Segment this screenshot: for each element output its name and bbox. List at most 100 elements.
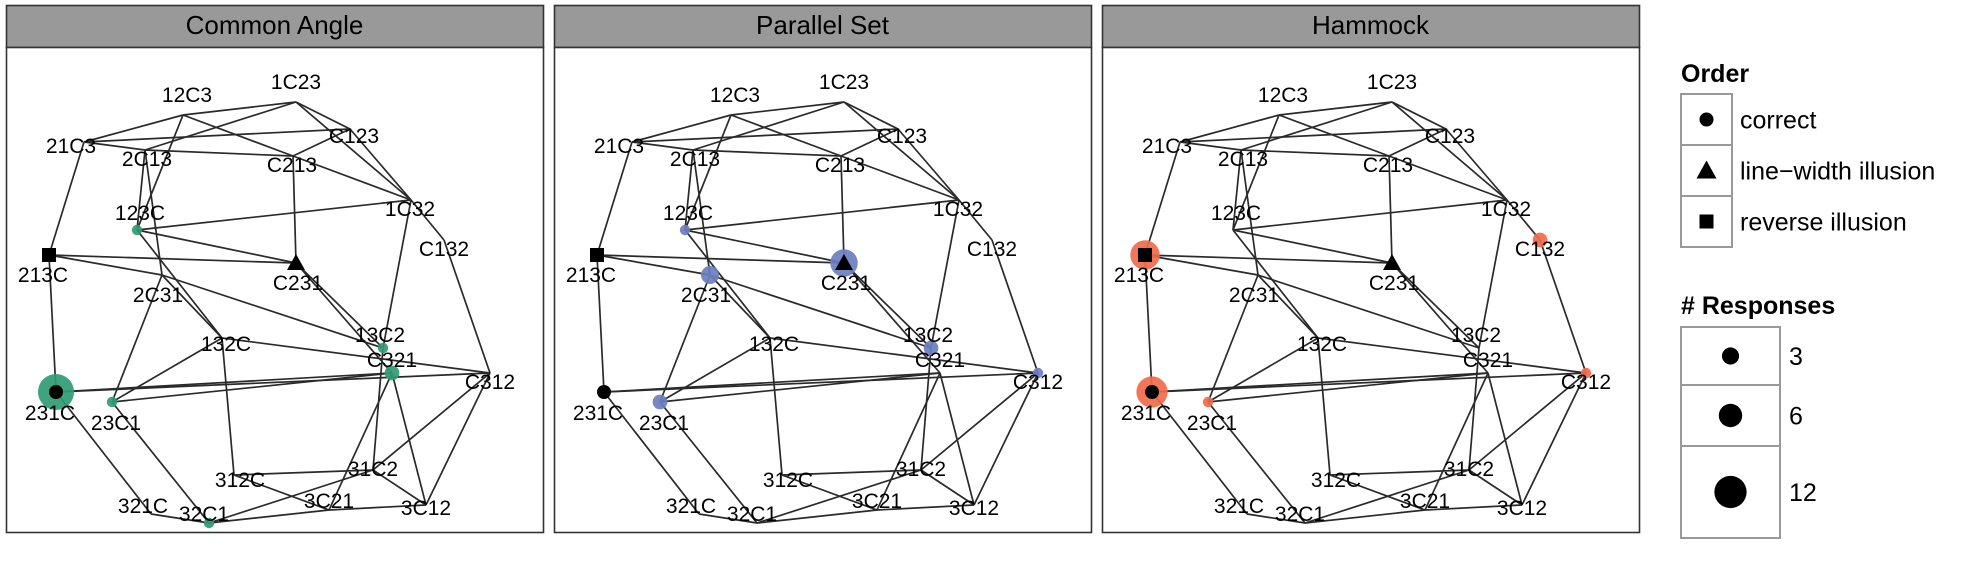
response-circle-32c1 xyxy=(203,517,215,529)
node-label-12c3: 12C3 xyxy=(162,84,212,107)
response-circle-23c1 xyxy=(1202,396,1214,408)
node-label-c132: C132 xyxy=(1515,238,1565,261)
edge-12c3-123c xyxy=(684,114,732,231)
edge-132c-312c xyxy=(221,337,235,476)
edge-321c-32c1 xyxy=(150,513,210,524)
edge-231c-c312 xyxy=(603,372,1039,393)
node-label-3c21: 3C21 xyxy=(1400,490,1450,513)
edge-123c-c231 xyxy=(136,229,297,264)
edge-2c31-13c2 xyxy=(1257,274,1480,349)
edge-123c-c231 xyxy=(684,229,845,264)
node-label-31c2: 31C2 xyxy=(1444,458,1494,481)
marker-correct-231c xyxy=(49,385,63,399)
edge-321c-32c1 xyxy=(698,513,758,524)
response-circle-c312 xyxy=(1032,367,1044,379)
edge-1c23-2c13 xyxy=(144,101,297,151)
node-label-132c: 132C xyxy=(749,333,799,356)
edge-21c3-c123 xyxy=(1179,128,1447,143)
panel-title: Hammock xyxy=(1312,10,1430,40)
edge-2c13-c213 xyxy=(1240,149,1390,157)
edge-12c3-1c23 xyxy=(1278,101,1393,116)
marker-reverse-illusion-213c xyxy=(42,248,56,262)
edge-123c-132c xyxy=(136,229,223,339)
edge-123c-132c xyxy=(1232,229,1319,339)
edge-31c2-32c1 xyxy=(1304,469,1470,524)
edge-c213-1c32 xyxy=(292,155,412,201)
edge-12c3-21c3 xyxy=(631,114,732,143)
node-labels: 12C3 1C23 21C3 2C13 C213 C123 1C32 C132 123C 213C… xyxy=(1114,71,1611,526)
edge-2c13-123c xyxy=(1232,149,1242,231)
marker-reverse-illusion-213c xyxy=(1138,248,1152,262)
edge-21c3-2c13 xyxy=(631,141,694,151)
edge-c213-1c32 xyxy=(1388,155,1508,201)
edge-2c31-132c xyxy=(709,274,771,339)
node-label-c321: C321 xyxy=(367,349,417,372)
edge-1c32-c123 xyxy=(897,128,960,201)
node-label-c213: C213 xyxy=(815,154,865,177)
edge-231c-c312 xyxy=(55,372,491,393)
edge-132c-c312 xyxy=(769,337,1039,374)
edge-13c2-31c2 xyxy=(920,347,932,471)
node-label-231c: 231C xyxy=(1121,402,1171,425)
node-label-123c: 123C xyxy=(115,202,165,225)
edge-123c-c231 xyxy=(1232,229,1393,264)
edge-2c31-132c xyxy=(1257,274,1319,339)
response-circle-23c1 xyxy=(106,396,118,408)
edge-c231-13c2 xyxy=(843,262,932,349)
marker-line-width-illusion-c231 xyxy=(287,254,305,270)
node-label-213c: 213C xyxy=(566,264,616,287)
node-label-c312: C312 xyxy=(1561,371,1611,394)
edge-12c3-1c23 xyxy=(182,101,297,116)
panel-strip xyxy=(5,4,545,49)
node-label-3c12: 3C12 xyxy=(1497,497,1547,520)
edge-1c23-2c13 xyxy=(1240,101,1393,151)
edge-2c31-23c1 xyxy=(111,274,163,403)
marker-line-width-illusion-c231 xyxy=(1383,254,1401,270)
edge-12c3-21c3 xyxy=(83,114,184,143)
edge-13c2-31c2 xyxy=(372,347,384,471)
edge-3c12-c312 xyxy=(425,372,491,506)
node-label-2c13: 2C13 xyxy=(670,148,720,171)
node-label-321c: 321C xyxy=(666,495,716,518)
response-circle-23c1 xyxy=(652,394,668,410)
node-label-c312: C312 xyxy=(1013,371,1063,394)
edge-123c-1c32 xyxy=(136,199,412,231)
edge-21c3-213c xyxy=(596,141,633,256)
response-circle-13c2 xyxy=(377,342,389,354)
node-label-1c23: 1C23 xyxy=(271,71,321,94)
edge-c213-c231 xyxy=(1388,155,1393,264)
edge-21c3-2c13 xyxy=(1179,141,1242,151)
node-label-32c1: 32C1 xyxy=(179,503,229,526)
panel-title: Common Angle xyxy=(186,10,364,40)
panel-title: Parallel Set xyxy=(756,10,890,40)
node-label-c123: C123 xyxy=(1425,125,1475,148)
edge-1c23-2c13 xyxy=(692,101,845,151)
legend-size-circle-icon xyxy=(1714,475,1747,509)
node-label-123c: 123C xyxy=(1211,202,1261,225)
response-circle-c132 xyxy=(1532,232,1548,248)
node-label-213c: 213C xyxy=(18,264,68,287)
legend-size-items: 3 6 12 xyxy=(1680,326,1817,539)
edge-c321-3c12 xyxy=(939,372,975,506)
node-label-13c2: 13C2 xyxy=(903,324,953,347)
order-markers xyxy=(590,248,853,399)
response-circle-c312 xyxy=(1580,367,1592,379)
edge-c312-31c2 xyxy=(920,372,1039,471)
node-label-3c12: 3C12 xyxy=(949,497,999,520)
node-label-1c32: 1C32 xyxy=(1481,198,1531,221)
edge-312c-31c2 xyxy=(233,469,374,476)
node-label-3c21: 3C21 xyxy=(304,490,354,513)
edge-c321-3c12 xyxy=(1487,372,1523,506)
edge-32c1-3c21 xyxy=(1304,509,1426,524)
node-label-2c31: 2C31 xyxy=(681,284,731,307)
panel-area xyxy=(5,46,545,534)
node-label-231c: 231C xyxy=(25,402,75,425)
edge-1c23-1c32 xyxy=(1391,101,1508,201)
node-label-c213: C213 xyxy=(267,154,317,177)
panel-area xyxy=(1101,46,1641,534)
edge-12c3-c213 xyxy=(730,114,842,157)
edge-c231-c321 xyxy=(1391,262,1489,374)
edge-123c-132c xyxy=(684,229,771,339)
node-label-312c: 312C xyxy=(763,469,813,492)
edge-c213-c123 xyxy=(840,128,899,157)
